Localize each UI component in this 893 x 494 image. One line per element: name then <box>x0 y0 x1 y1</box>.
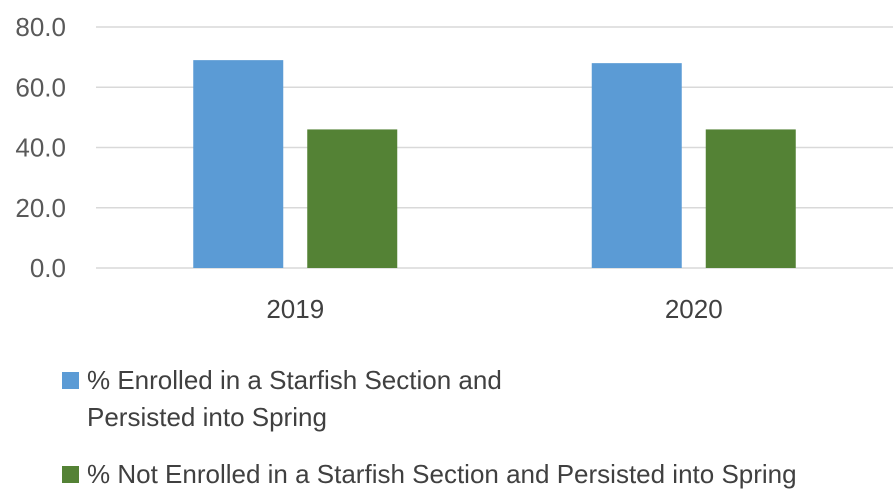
y-tick-label: 60.0 <box>15 72 66 102</box>
bar-2020-series-1 <box>705 129 796 268</box>
y-tick-label: 0.0 <box>30 253 66 283</box>
bar-2019-series-1 <box>307 129 398 268</box>
x-category-label: 2019 <box>266 294 324 324</box>
legend-swatch-not-enrolled <box>62 466 79 483</box>
x-axis-categories: 2019 2020 <box>266 294 722 324</box>
bar-chart: 0.0 20.0 40.0 60.0 80.0 2019 2020 <box>15 12 893 324</box>
y-tick-label: 40.0 <box>15 133 66 163</box>
legend-item-enrolled: % Enrolled in a Starfish Section and Per… <box>62 362 522 436</box>
legend-item-not-enrolled: % Not Enrolled in a Starfish Section and… <box>62 456 892 493</box>
bar-2019-series-0 <box>193 60 284 269</box>
legend-swatch-enrolled <box>62 372 79 389</box>
bar-2020-series-0 <box>591 63 682 269</box>
y-axis-ticks: 0.0 20.0 40.0 60.0 80.0 <box>15 12 66 283</box>
legend-label-not-enrolled: % Not Enrolled in a Starfish Section and… <box>87 459 797 489</box>
x-category-label: 2020 <box>665 294 723 324</box>
legend-label-enrolled: % Enrolled in a Starfish Section and Per… <box>87 365 502 432</box>
y-tick-label: 80.0 <box>15 12 66 42</box>
bars <box>193 60 796 269</box>
y-tick-label: 20.0 <box>15 193 66 223</box>
